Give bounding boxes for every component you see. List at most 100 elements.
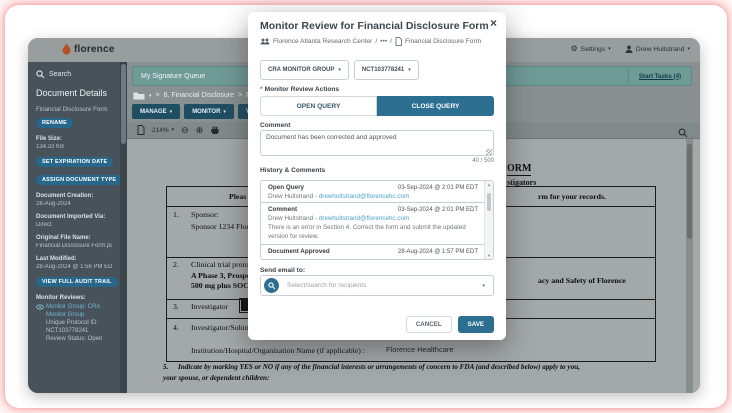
textarea-resize-handle[interactable] bbox=[486, 149, 492, 155]
query-action-buttons: OPEN QUERY CLOSE QUERY bbox=[260, 96, 494, 116]
manage-button[interactable]: MANAGE ▾ bbox=[132, 104, 181, 119]
history-entry-title: Open Query bbox=[268, 184, 305, 191]
history-entry: Document Approved 28-Aug-2024 @ 1:57 PM … bbox=[261, 245, 485, 257]
zoom-in-icon[interactable]: ⊕ bbox=[195, 124, 204, 135]
cancel-button[interactable]: CANCEL bbox=[405, 316, 452, 333]
zoom-out-icon[interactable]: ⊖ bbox=[181, 124, 189, 135]
monitor-group-link[interactable]: Monitor Group: CRA Monitor Group bbox=[46, 304, 101, 319]
document-search-icon[interactable] bbox=[678, 125, 688, 143]
sidebar-search-label: Search bbox=[49, 71, 72, 78]
folder-icon[interactable] bbox=[133, 91, 145, 100]
comment-label: Comment bbox=[260, 122, 291, 129]
item4-number: 4. bbox=[173, 323, 179, 332]
user-menu[interactable]: Drew Hultstrand ▾ bbox=[625, 45, 690, 53]
history-entry-title: Document Approved bbox=[268, 247, 330, 255]
page-icon[interactable] bbox=[137, 125, 145, 135]
history-entry-body: There is an error in Section 4. Correct … bbox=[268, 224, 466, 240]
recipients-select[interactable]: Select/search for recipients ▾ bbox=[260, 275, 494, 296]
sidebar-section-title: Document Details bbox=[36, 88, 108, 98]
signature-queue-label: My Signature Queue bbox=[141, 72, 206, 80]
settings-label: Settings bbox=[580, 45, 606, 53]
protocol-dropdown[interactable]: NCT103778241 ▾ bbox=[353, 60, 419, 80]
document-creation-value: 28-Aug-2024 bbox=[36, 201, 71, 207]
send-email-label: Send email to: bbox=[260, 267, 306, 274]
start-tasks-section: Start Tasks (4) bbox=[628, 67, 691, 85]
history-scrollbar[interactable]: ▲ ▼ bbox=[484, 181, 493, 259]
original-file-name-label: Original File Name: bbox=[36, 235, 91, 241]
modal-dropdowns: CRA MONITOR GROUP ▾ NCT103778241 ▾ bbox=[260, 60, 419, 80]
chevron-down-icon[interactable]: ▾ bbox=[149, 92, 152, 99]
history-entry: Open Query 03-Sep-2024 @ 2:01 PM EDT Dre… bbox=[261, 181, 485, 203]
scroll-down-icon[interactable]: ▼ bbox=[487, 253, 491, 258]
chevron-down-icon: ▾ bbox=[338, 67, 341, 73]
last-modified-value: 28-Aug-2024 @ 1:56 PM EDT bbox=[36, 264, 112, 270]
comment-textarea[interactable]: Document has been corrected and approved bbox=[260, 130, 494, 156]
chevron-down-icon: ▾ bbox=[223, 108, 226, 115]
monitor-button[interactable]: MONITOR ▾ bbox=[184, 104, 234, 119]
user-name: Drew Hultstrand bbox=[635, 45, 685, 53]
item4-value: Florence Healthcare bbox=[386, 345, 454, 354]
history-entry-timestamp: 03-Sep-2024 @ 2:01 PM EDT bbox=[397, 185, 478, 191]
recipient-search-icon bbox=[264, 278, 279, 293]
history-entry: Comment 03-Sep-2024 @ 2:01 PM EDT Drew H… bbox=[261, 203, 485, 245]
history-entry-author: Drew Hultstrand - bbox=[268, 215, 319, 222]
sidebar-scrollbar[interactable] bbox=[120, 62, 127, 393]
monitor-group-dropdown-value: CRA MONITOR GROUP bbox=[268, 67, 335, 73]
zoom-level-select[interactable]: 214% ▾ bbox=[152, 127, 174, 134]
view-full-audit-trail-button[interactable]: VIEW FULL AUDIT TRAIL bbox=[36, 277, 118, 287]
unique-protocol-id: Unique Protocol ID: NCT103778241 bbox=[46, 320, 99, 335]
sidebar-doc-name: Financial Disclosure Form bbox=[36, 106, 108, 113]
close-query-button[interactable]: CLOSE QUERY bbox=[377, 96, 494, 116]
chevron-down-icon: ▾ bbox=[608, 46, 611, 52]
doc-header-left-fragment: Pleas bbox=[229, 192, 247, 201]
last-modified-label: Last Modified: bbox=[36, 256, 77, 262]
history-entry-title: Comment bbox=[268, 206, 298, 213]
item2-label: Clinical trial protoc bbox=[191, 260, 253, 269]
document-scrollbar[interactable] bbox=[686, 139, 693, 393]
assign-document-type-button[interactable]: ASSIGN DOCUMENT TYPE bbox=[36, 175, 120, 185]
scroll-up-icon[interactable]: ▲ bbox=[487, 182, 491, 187]
florence-logo[interactable]: florence bbox=[62, 43, 115, 55]
file-size-value: 134.33 KB bbox=[36, 144, 65, 150]
manage-label: MANAGE bbox=[140, 108, 167, 115]
open-query-button[interactable]: OPEN QUERY bbox=[260, 96, 377, 116]
breadcrumb-folder[interactable]: 6. Financial Disclosure bbox=[163, 92, 235, 99]
chevron-down-icon: ▾ bbox=[687, 46, 690, 52]
close-icon[interactable]: × bbox=[489, 16, 497, 30]
start-tasks-link[interactable]: Start Tasks (4) bbox=[638, 72, 682, 80]
item3-number: 3. bbox=[173, 302, 179, 311]
monitor-group-dropdown[interactable]: CRA MONITOR GROUP ▾ bbox=[260, 60, 349, 80]
breadcrumb-separator: > bbox=[238, 92, 243, 99]
modal-breadcrumb-document[interactable]: Financial Disclosure Form bbox=[404, 38, 482, 45]
breadcrumb-separator: / bbox=[375, 38, 378, 45]
logo-text: florence bbox=[74, 43, 115, 55]
history-entry-email-link[interactable]: drewhultstrand@florencehc.com bbox=[318, 193, 410, 200]
settings-menu[interactable]: ⚙ Settings ▾ bbox=[571, 45, 611, 53]
sidebar-search[interactable]: Search bbox=[36, 70, 112, 79]
monitor-review-actions-label: * Monitor Review Actions bbox=[260, 86, 339, 93]
history-comments-list[interactable]: Open Query 03-Sep-2024 @ 2:01 PM EDT Dre… bbox=[260, 180, 494, 260]
save-button[interactable]: SAVE bbox=[457, 316, 494, 333]
actions-label-text: Monitor Review Actions bbox=[264, 86, 340, 93]
user-icon bbox=[625, 45, 633, 53]
breadcrumb-ellipsis[interactable]: ••• bbox=[380, 38, 388, 45]
header-menus: ⚙ Settings ▾ Drew Hultstrand ▾ bbox=[571, 45, 690, 53]
chevron-down-icon: ▾ bbox=[171, 127, 175, 133]
document-details-sidebar: Search Document Details Financial Disclo… bbox=[28, 62, 120, 393]
item3-label: Investigator bbox=[191, 302, 229, 311]
sidebar-scrollbar-thumb[interactable] bbox=[121, 64, 126, 144]
original-file-name-value: Financial Disclosure Form.pdf bbox=[36, 243, 112, 249]
monitor-eye-icon bbox=[36, 304, 44, 313]
recipients-placeholder: Select/search for recipients bbox=[287, 282, 367, 289]
rename-button[interactable]: RENAME bbox=[36, 118, 74, 128]
document-scrollbar-thumb[interactable] bbox=[687, 144, 692, 239]
modal-breadcrumb-site[interactable]: Florence Atlanta Research Center bbox=[273, 38, 373, 45]
monitor-reviews-block: Monitor Group: CRA Monitor Group Unique … bbox=[36, 303, 112, 343]
history-entry-author: Drew Hultstrand - bbox=[268, 193, 319, 200]
history-scrollbar-thumb[interactable] bbox=[487, 193, 491, 211]
search-icon bbox=[36, 70, 45, 79]
history-entry-email-link[interactable]: drewhultstrand@florencehc.com bbox=[318, 215, 410, 222]
document-icon bbox=[395, 37, 402, 46]
set-expiration-date-button[interactable]: SET EXPIRATION DATE bbox=[36, 157, 114, 167]
hand-pan-icon[interactable] bbox=[210, 125, 220, 135]
